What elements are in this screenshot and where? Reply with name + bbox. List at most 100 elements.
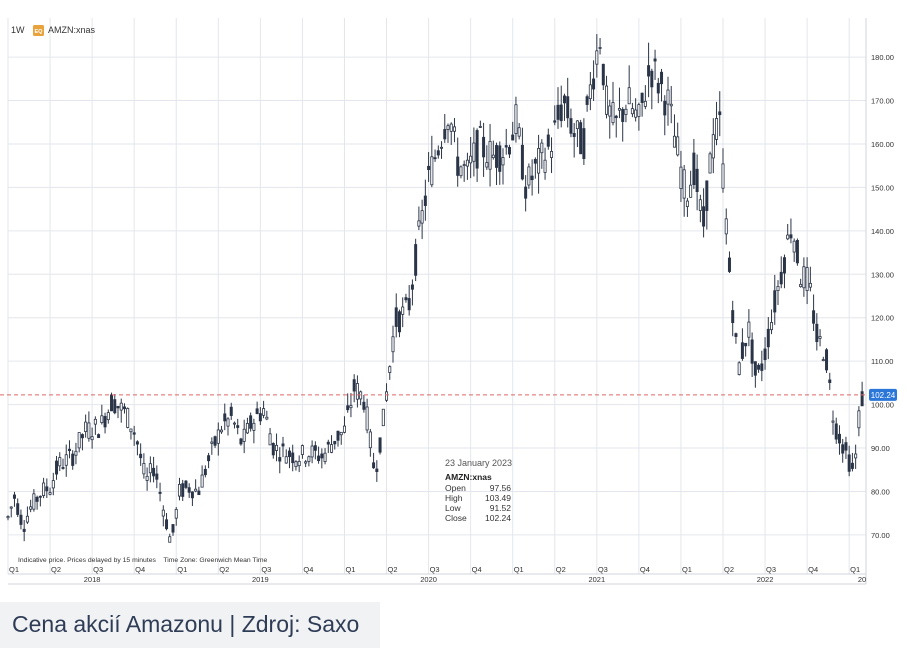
candle-body — [472, 142, 476, 162]
candle-body — [38, 495, 42, 498]
candle-body — [142, 463, 146, 475]
year-label: 2019 — [252, 575, 269, 584]
candle-body — [795, 240, 799, 264]
candle-body — [469, 155, 473, 164]
candle-body — [174, 509, 178, 519]
candle-body — [782, 257, 786, 274]
candle-body — [161, 509, 165, 517]
tooltip-close-label: Close — [445, 513, 467, 523]
candle-body — [307, 456, 311, 462]
candle-body — [223, 413, 227, 422]
candle-body — [122, 406, 126, 410]
candle-body — [22, 528, 26, 532]
candle-body — [718, 111, 722, 116]
quarter-tick-label: Q4 — [303, 565, 313, 574]
tooltip-symbol: AMZN:xnas — [445, 472, 492, 482]
symbol-label[interactable]: AMZN:xnas — [48, 25, 96, 35]
candle-body — [207, 455, 211, 462]
candle-body — [436, 150, 440, 156]
candle-body — [129, 428, 133, 433]
candle-body — [734, 333, 738, 337]
candle-body — [391, 336, 395, 353]
y-tick-label: 110.00 — [871, 357, 893, 366]
candle-body — [511, 134, 515, 141]
candle-body — [25, 515, 29, 523]
candle-body — [368, 431, 372, 449]
y-tick-label: 180.00 — [871, 53, 894, 62]
candle-body — [187, 487, 191, 493]
chart-overlay: 102.24 — [0, 388, 897, 401]
candle-body — [74, 450, 78, 456]
quarter-tick-label: Q2 — [51, 565, 61, 574]
candle-body — [575, 120, 579, 130]
candle-body — [666, 89, 670, 105]
candle-body — [423, 195, 427, 206]
candle-body — [61, 467, 65, 469]
candle-body — [242, 428, 246, 442]
tooltip-high-value: 103.49 — [485, 493, 511, 503]
candle-body — [770, 322, 774, 331]
candle-body — [326, 441, 330, 445]
candle-body — [336, 430, 340, 441]
caption-background — [0, 602, 380, 648]
candle-body — [663, 100, 667, 116]
candle-body — [724, 218, 728, 235]
candle-body — [860, 391, 864, 407]
candle-body — [116, 405, 120, 409]
candle-body — [624, 108, 628, 115]
candle-body — [35, 496, 39, 502]
ohlc-tooltip: 23 January 2023 AMZN:xnas Open 97.56 Hig… — [445, 458, 512, 523]
candle-body — [605, 85, 609, 115]
candle-body — [394, 307, 398, 327]
candle-body — [692, 152, 696, 185]
candle-body — [252, 422, 256, 431]
candle-body — [106, 412, 110, 421]
candle-body — [32, 493, 36, 510]
candle-body — [51, 480, 55, 489]
candle-body — [708, 153, 712, 174]
candle-body — [569, 118, 573, 134]
candle-body — [145, 475, 149, 481]
candle-body — [110, 394, 114, 412]
candle-body — [126, 408, 130, 428]
candle-body — [291, 452, 295, 464]
candle-body — [847, 454, 851, 472]
candle-body — [676, 136, 680, 156]
candle-body — [608, 105, 612, 117]
candle-body — [501, 157, 505, 166]
candle-body — [139, 453, 143, 459]
quarter-tick-label: Q1 — [514, 565, 524, 574]
candle-body — [711, 134, 715, 159]
y-tick-label: 150.00 — [871, 183, 894, 192]
candle-body — [672, 135, 676, 148]
candle-body — [330, 444, 334, 453]
candle-body — [249, 415, 253, 429]
quarter-tick-label: Q1 — [850, 565, 860, 574]
candle-body — [598, 47, 602, 49]
candle-body — [80, 434, 84, 439]
quarter-tick-label: Q2 — [219, 565, 229, 574]
quarter-tick-label: Q3 — [766, 565, 776, 574]
candle-body — [113, 399, 117, 414]
candle-body — [834, 423, 838, 440]
candle-body — [744, 342, 748, 347]
candle-body — [727, 257, 731, 272]
candle-body — [766, 328, 770, 348]
candle-body — [410, 284, 414, 290]
quarter-tick-label: Q1 — [9, 565, 19, 574]
candle-body — [355, 383, 359, 400]
tooltip-low-value: 91.52 — [490, 503, 512, 513]
candle-body — [702, 206, 706, 227]
candle-body — [495, 145, 499, 168]
candle-body — [48, 492, 52, 495]
y-tick-label: 90.00 — [871, 444, 890, 453]
candle-body — [349, 405, 353, 409]
interval-label[interactable]: 1W — [11, 25, 25, 35]
candle-body — [268, 433, 272, 446]
tooltip-open-label: Open — [445, 483, 466, 493]
candle-body — [828, 379, 832, 383]
candle-body — [475, 130, 479, 169]
equity-badge-icon — [33, 25, 44, 36]
candle-body — [220, 429, 224, 433]
candle-body — [310, 445, 314, 458]
